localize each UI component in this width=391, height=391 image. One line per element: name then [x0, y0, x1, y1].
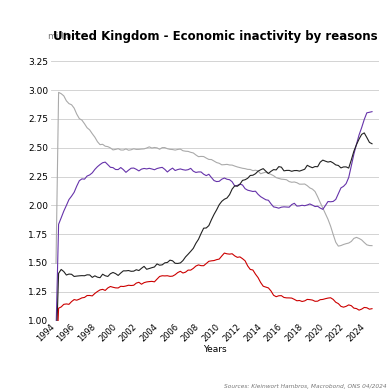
Title: United Kingdom - Economic inactivity by reasons: United Kingdom - Economic inactivity by … — [53, 30, 377, 43]
X-axis label: Years: Years — [203, 345, 227, 354]
Text: Sources: Kleinwort Hambros, Macrobond, ONS 04/2024: Sources: Kleinwort Hambros, Macrobond, O… — [224, 384, 387, 389]
Text: million: million — [48, 32, 78, 41]
